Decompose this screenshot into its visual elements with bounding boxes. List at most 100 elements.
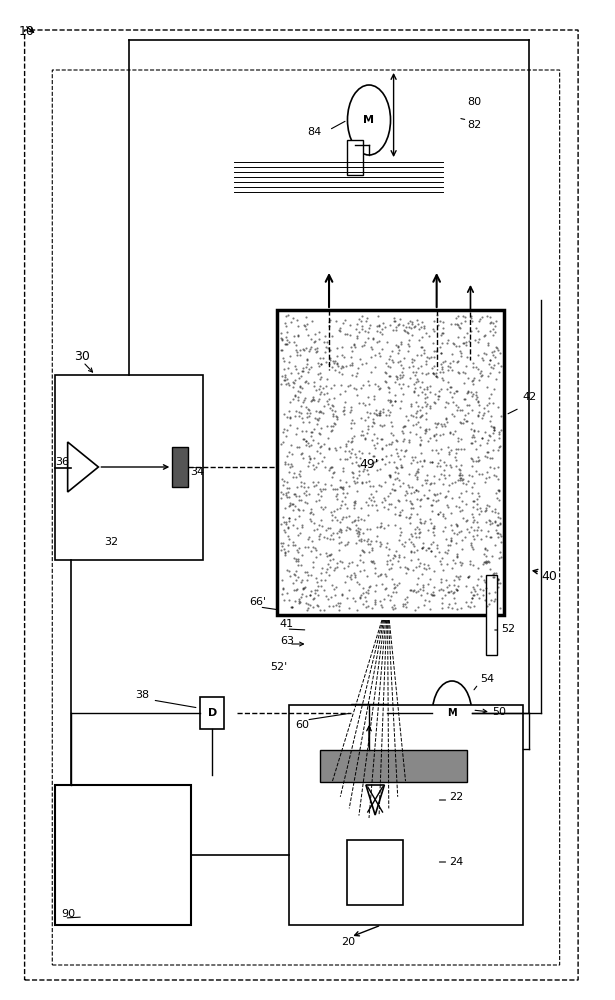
- Point: [471, 391, 481, 407]
- Point: [301, 595, 311, 611]
- Point: [381, 365, 391, 381]
- Point: [340, 496, 350, 512]
- Point: [285, 480, 295, 496]
- Point: [296, 525, 306, 541]
- Point: [282, 409, 292, 425]
- Point: [446, 530, 456, 546]
- Point: [347, 430, 357, 446]
- Point: [335, 479, 344, 495]
- Point: [322, 545, 331, 561]
- Point: [306, 543, 316, 559]
- Point: [476, 368, 486, 384]
- Point: [376, 431, 386, 447]
- Point: [331, 442, 341, 458]
- Point: [419, 556, 429, 572]
- Point: [283, 537, 293, 553]
- Point: [413, 570, 423, 586]
- Point: [309, 392, 319, 408]
- Point: [398, 433, 408, 449]
- Point: [438, 562, 448, 578]
- Point: [479, 572, 489, 588]
- Point: [287, 314, 296, 330]
- Point: [354, 526, 363, 542]
- Point: [452, 549, 462, 565]
- Point: [386, 393, 396, 409]
- Point: [371, 596, 381, 612]
- Point: [362, 310, 371, 326]
- Point: [335, 451, 345, 467]
- Point: [405, 509, 415, 525]
- Point: [370, 440, 380, 456]
- Point: [370, 415, 379, 431]
- Point: [415, 379, 425, 395]
- Point: [293, 553, 303, 569]
- Point: [446, 442, 456, 458]
- Point: [417, 566, 427, 582]
- Point: [305, 587, 315, 603]
- Point: [452, 316, 462, 332]
- Point: [312, 574, 322, 590]
- Point: [492, 525, 502, 541]
- Point: [404, 359, 414, 375]
- Point: [280, 329, 290, 345]
- Point: [311, 341, 320, 357]
- Point: [373, 430, 383, 446]
- Point: [469, 541, 478, 557]
- Point: [394, 507, 403, 523]
- Point: [330, 587, 339, 603]
- Point: [490, 501, 499, 517]
- Point: [349, 428, 359, 444]
- Point: [459, 335, 469, 351]
- Point: [341, 358, 351, 374]
- Point: [343, 590, 352, 606]
- Point: [427, 442, 437, 458]
- Point: [284, 403, 294, 419]
- Point: [306, 583, 315, 599]
- Point: [352, 470, 362, 486]
- Point: [400, 534, 410, 550]
- Point: [283, 543, 293, 559]
- Point: [392, 470, 402, 486]
- Point: [296, 445, 306, 461]
- Point: [385, 468, 395, 484]
- Point: [341, 522, 351, 538]
- Point: [493, 575, 502, 591]
- Point: [390, 374, 400, 390]
- Point: [325, 352, 335, 368]
- Point: [490, 349, 500, 365]
- Point: [295, 593, 304, 609]
- Point: [461, 513, 471, 529]
- Point: [338, 315, 348, 331]
- Point: [468, 557, 478, 573]
- Point: [477, 309, 487, 325]
- Point: [466, 310, 476, 326]
- Point: [347, 514, 357, 530]
- Point: [276, 330, 286, 346]
- Text: 52: 52: [501, 624, 515, 634]
- Point: [397, 380, 407, 396]
- Point: [411, 482, 421, 498]
- Point: [325, 460, 335, 476]
- Point: [368, 341, 378, 357]
- Point: [336, 360, 346, 376]
- Point: [490, 324, 500, 340]
- Point: [352, 330, 362, 346]
- Point: [458, 335, 468, 351]
- Point: [346, 569, 355, 585]
- Point: [400, 596, 410, 612]
- Point: [294, 591, 304, 607]
- Point: [442, 497, 452, 513]
- Point: [326, 423, 336, 439]
- Point: [288, 496, 298, 512]
- Point: [330, 390, 339, 406]
- Point: [284, 489, 294, 505]
- Point: [388, 601, 398, 617]
- Point: [277, 434, 287, 450]
- Point: [462, 397, 472, 413]
- Point: [315, 350, 325, 366]
- Point: [403, 325, 413, 341]
- Point: [438, 508, 448, 524]
- Point: [375, 519, 385, 535]
- Point: [369, 391, 379, 407]
- Point: [447, 522, 457, 538]
